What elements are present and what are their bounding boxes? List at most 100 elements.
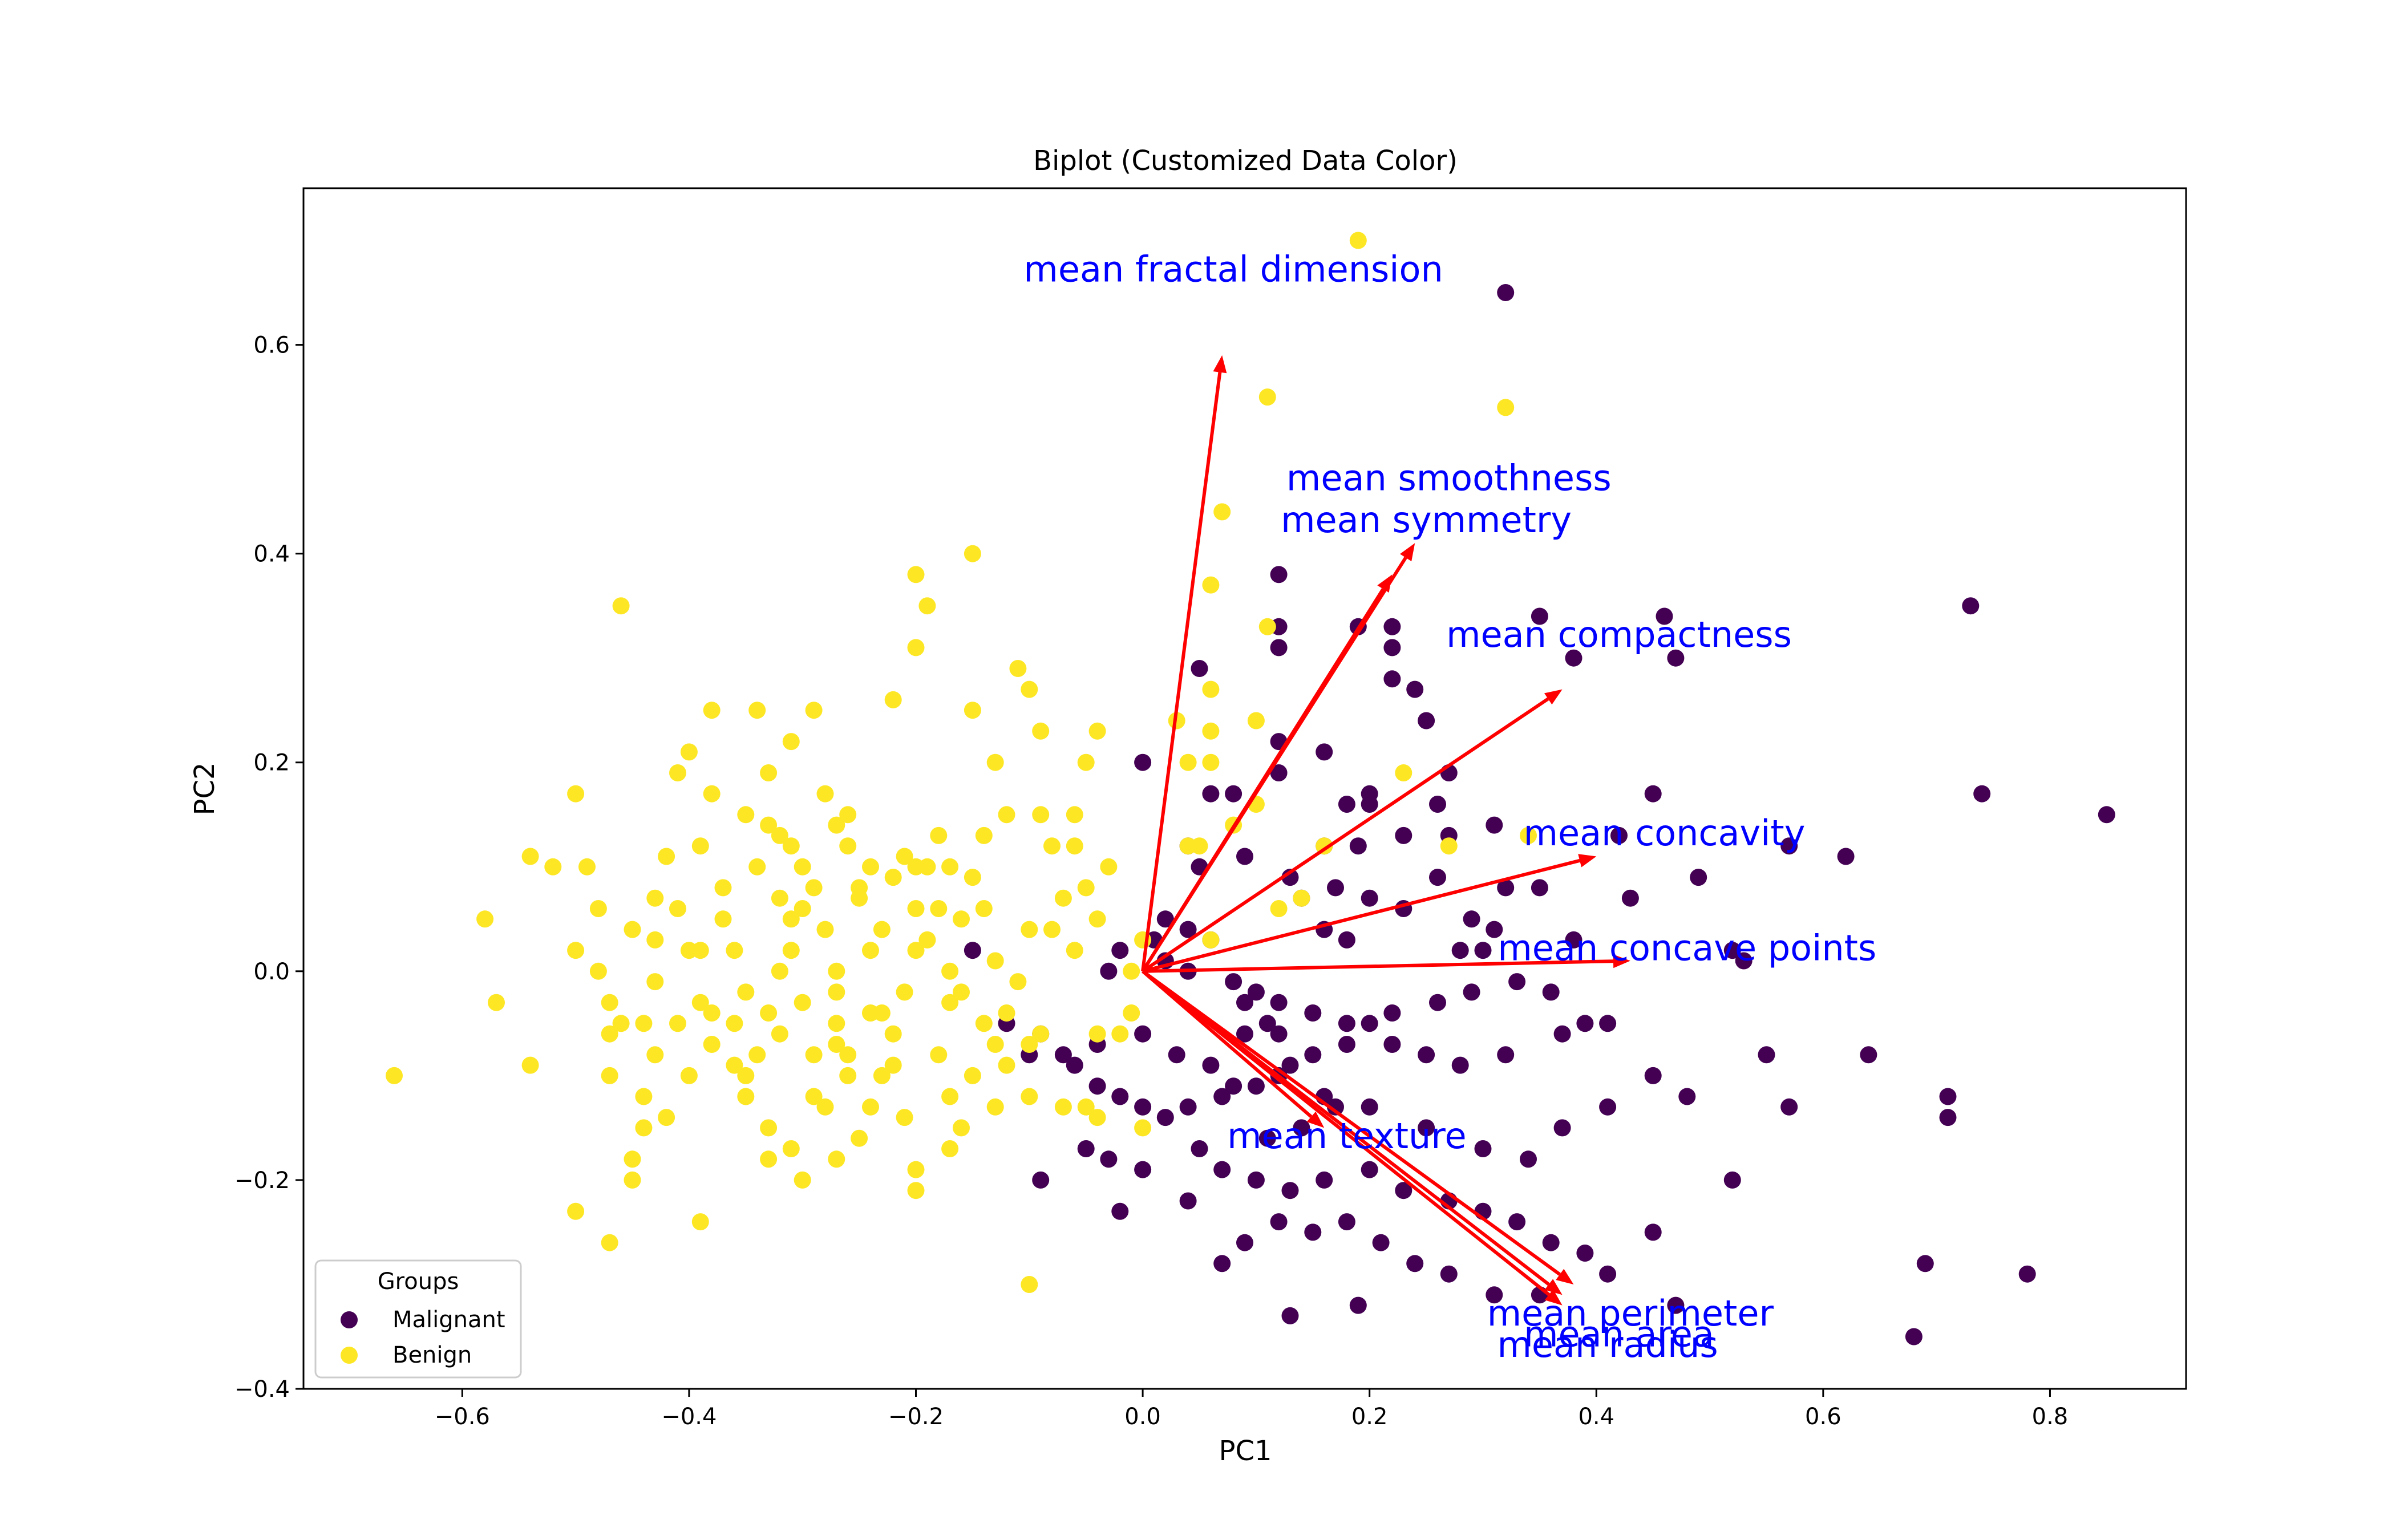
point-malignant xyxy=(1213,1255,1231,1272)
point-malignant xyxy=(1179,921,1197,938)
point-benign xyxy=(941,1088,959,1105)
point-malignant xyxy=(1111,1088,1129,1105)
point-benign xyxy=(646,889,664,907)
point-benign xyxy=(986,1098,1004,1116)
point-benign xyxy=(521,848,539,865)
point-benign xyxy=(703,1004,721,1022)
point-malignant xyxy=(1429,796,1446,813)
point-benign xyxy=(1021,1036,1038,1053)
point-benign xyxy=(918,597,936,615)
point-malignant xyxy=(1361,796,1378,813)
point-malignant xyxy=(1270,764,1288,781)
point-malignant xyxy=(1383,1004,1401,1022)
point-benign xyxy=(828,1015,845,1032)
point-benign xyxy=(1077,753,1095,771)
point-malignant xyxy=(1191,660,1208,677)
point-benign xyxy=(794,1171,811,1189)
point-malignant xyxy=(1463,910,1480,928)
point-benign xyxy=(862,942,879,959)
point-benign xyxy=(828,962,845,980)
point-malignant xyxy=(1418,712,1435,730)
point-malignant xyxy=(1054,1046,1072,1064)
point-benign xyxy=(828,816,845,834)
point-benign xyxy=(1088,910,1106,928)
point-benign xyxy=(805,1088,823,1105)
point-benign xyxy=(476,910,494,928)
point-benign xyxy=(828,1036,845,1053)
point-benign xyxy=(953,1119,970,1137)
point-benign xyxy=(884,869,902,886)
point-malignant xyxy=(1780,1098,1798,1116)
point-benign xyxy=(771,962,788,980)
point-benign xyxy=(794,900,811,917)
point-benign xyxy=(816,1098,834,1116)
point-malignant xyxy=(1565,649,1583,667)
point-benign xyxy=(918,931,936,949)
point-benign xyxy=(839,1046,857,1064)
point-malignant xyxy=(1735,952,1753,970)
loading-arrow-mean-symmetry xyxy=(1141,588,1385,972)
loading-arrowhead-mean-smoothness xyxy=(1400,543,1415,562)
point-benign xyxy=(884,691,902,708)
y-tick-label: −0.2 xyxy=(234,1168,290,1194)
loading-label-mean-radius: mean radius xyxy=(1497,1324,1718,1365)
point-benign xyxy=(737,1088,755,1105)
point-benign xyxy=(1258,388,1276,406)
point-malignant xyxy=(1327,879,1344,897)
point-benign xyxy=(760,1150,778,1168)
point-benign xyxy=(873,1067,891,1084)
point-benign xyxy=(1021,680,1038,698)
point-benign xyxy=(1021,921,1038,938)
point-benign xyxy=(907,1161,925,1178)
point-benign xyxy=(726,942,743,959)
point-benign xyxy=(1054,1098,1072,1116)
point-benign xyxy=(998,1004,1015,1022)
loading-arrow-mean-concavity xyxy=(1142,858,1580,973)
loading-arrow-mean-perimeter xyxy=(1142,970,1561,1276)
point-malignant xyxy=(1270,1025,1288,1043)
point-benign xyxy=(805,1046,823,1064)
point-benign xyxy=(1191,837,1208,855)
point-malignant xyxy=(1406,1255,1424,1272)
point-benign xyxy=(726,1056,743,1074)
point-malignant xyxy=(1349,1296,1367,1314)
point-malignant xyxy=(1247,1077,1265,1095)
point-malignant xyxy=(1202,785,1220,803)
point-benign xyxy=(1123,1004,1140,1022)
point-malignant xyxy=(1723,1171,1741,1189)
point-benign xyxy=(1258,618,1276,635)
point-benign xyxy=(567,1202,585,1220)
point-benign xyxy=(680,1067,698,1084)
point-benign xyxy=(1520,826,1537,844)
point-malignant xyxy=(1474,1140,1492,1157)
point-benign xyxy=(862,1004,879,1022)
point-benign xyxy=(612,1015,630,1032)
point-benign xyxy=(953,910,970,928)
point-benign xyxy=(884,1056,902,1074)
point-benign xyxy=(1247,712,1265,730)
point-benign xyxy=(782,942,800,959)
loading-label-mean-concave-points: mean concave points xyxy=(1498,927,1876,968)
point-benign xyxy=(1088,1109,1106,1126)
point-benign xyxy=(612,597,630,615)
y-tick-label: 0.2 xyxy=(253,750,290,776)
point-benign xyxy=(771,826,788,844)
point-malignant xyxy=(1258,1015,1276,1032)
point-benign xyxy=(1497,399,1515,416)
point-benign xyxy=(760,1004,778,1022)
point-benign xyxy=(1066,837,1083,855)
point-malignant xyxy=(1316,743,1333,761)
point-malignant xyxy=(1383,670,1401,688)
point-malignant xyxy=(1463,983,1480,1001)
point-benign xyxy=(884,1025,902,1043)
point-malignant xyxy=(1168,1046,1185,1064)
point-benign xyxy=(1179,753,1197,771)
x-tick-label: −0.4 xyxy=(661,1404,717,1430)
point-benign xyxy=(986,952,1004,970)
point-malignant xyxy=(1939,1109,1957,1126)
point-benign xyxy=(691,837,709,855)
y-axis-ticks: −0.4 −0.2 0.0 0.2 0.4 0.6 xyxy=(234,333,303,1403)
chart-title: Biplot (Customized Data Color) xyxy=(1033,145,1458,177)
point-benign xyxy=(839,837,857,855)
point-benign xyxy=(726,1015,743,1032)
